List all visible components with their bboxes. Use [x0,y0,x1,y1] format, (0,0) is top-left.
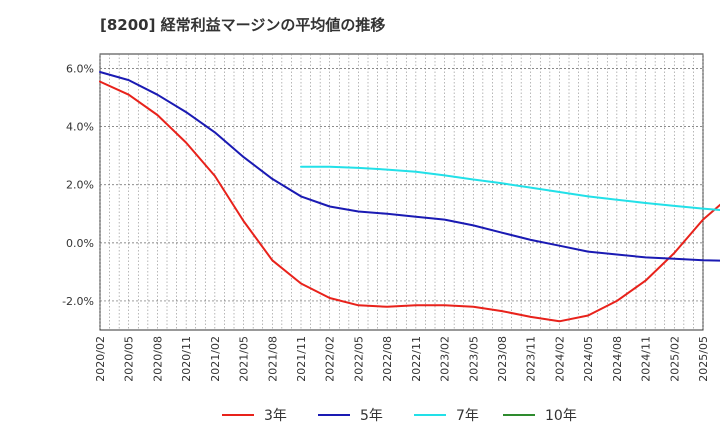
x-tick-label: 2024/02 [553,336,566,382]
x-tick-label: 2021/05 [238,336,251,382]
x-tick-label: 2022/08 [381,336,394,382]
x-tick-label: 2020/05 [123,336,136,382]
y-tick-label: 2.0% [66,179,94,192]
x-tick-label: 2020/08 [151,336,164,382]
x-axis: 2020/02 2020/05 2020/08 2020/11 2021/02 2021/… [94,336,710,382]
series-line [99,71,720,262]
legend: 3年 5年 7年 10年 [222,408,577,424]
x-tick-label: 2024/11 [640,336,653,382]
series-lines [99,71,720,323]
y-tick-label: 4.0% [66,121,94,134]
x-tick-label: 2020/11 [180,336,193,382]
legend-label: 3年 [264,408,287,424]
x-tick-label: 2023/08 [496,336,509,382]
x-tick-label: 2023/02 [439,336,452,382]
legend-label: 10年 [545,408,577,424]
x-tick-label: 2021/08 [266,336,279,382]
chart-title: [8200] 経常利益マージンの平均値の推移 [100,16,386,34]
grid [99,54,704,330]
x-tick-label: 2022/05 [352,336,365,382]
y-tick-label: 0.0% [66,237,94,250]
y-axis: 6.0% 4.0% 2.0% 0.0% -2.0% [62,63,94,308]
x-tick-label: 2024/08 [611,336,624,382]
x-tick-label: 2023/05 [467,336,480,382]
x-tick-label: 2021/11 [295,336,308,382]
x-tick-label: 2024/05 [582,336,595,382]
series-line [99,80,720,323]
x-tick-label: 2022/11 [410,336,423,382]
x-tick-label: 2025/02 [668,336,681,382]
x-tick-label: 2025/05 [697,336,710,382]
legend-label: 7年 [456,408,479,424]
x-tick-label: 2023/11 [525,336,538,382]
x-tick-label: 2022/02 [324,336,337,382]
x-tick-label: 2021/02 [209,336,222,382]
y-tick-label: -2.0% [62,295,94,308]
series-line [300,165,720,211]
legend-label: 5年 [360,408,383,424]
x-tick-label: 2020/02 [94,336,107,382]
plot-background [99,53,704,331]
y-tick-label: 6.0% [66,63,94,76]
